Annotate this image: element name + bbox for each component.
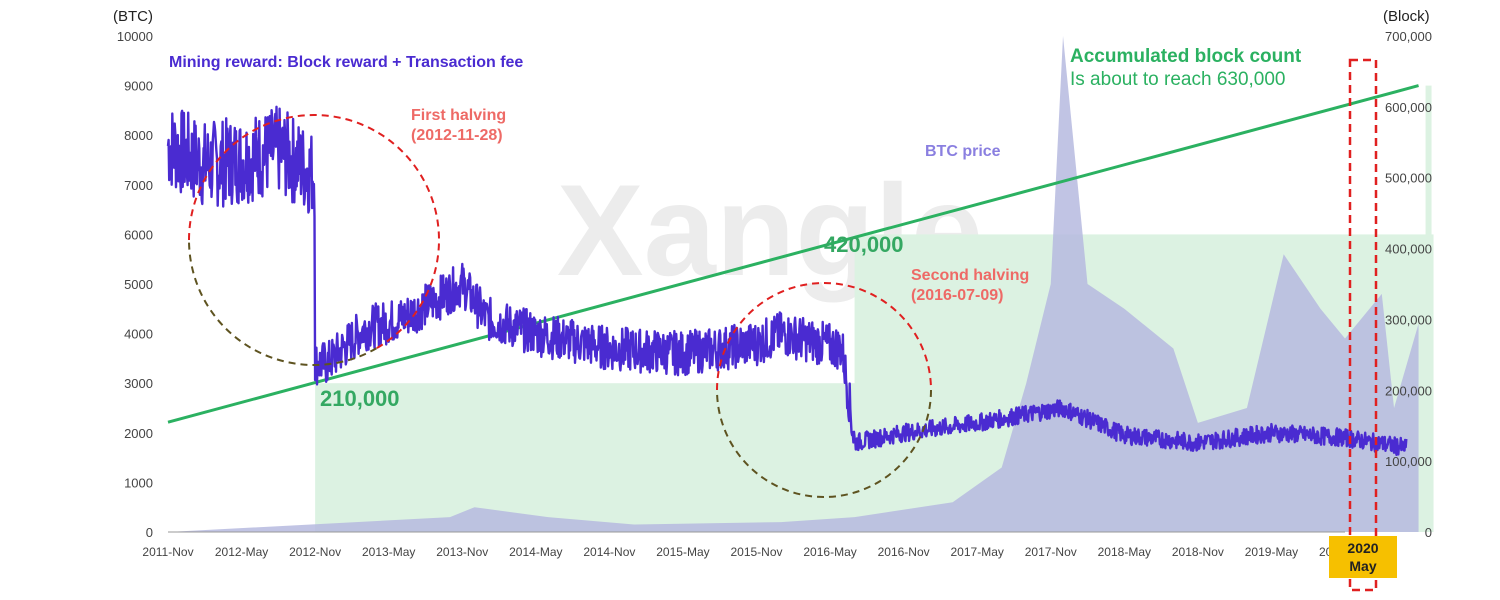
block-level-region <box>315 383 870 532</box>
block-level-region <box>1425 85 1432 532</box>
block-210000-label: 210,000 <box>320 386 400 411</box>
left-tick-label: 9000 <box>124 79 153 94</box>
first-halving-label: First halving <box>411 107 506 124</box>
x-tick-label: 2013-Nov <box>436 545 488 559</box>
left-tick-label: 8000 <box>124 128 153 143</box>
btc-price-label: BTC price <box>925 143 1001 160</box>
left-tick-label: 3000 <box>124 376 153 391</box>
may-year-label: 2020 <box>1347 540 1378 556</box>
block-420000-label: 420,000 <box>824 232 904 257</box>
left-tick-label: 0 <box>146 525 153 540</box>
x-tick-label: 2011-Nov <box>142 545 193 559</box>
x-tick-label: 2018-Nov <box>1172 545 1224 559</box>
left-tick-label: 5000 <box>124 277 153 292</box>
x-tick-label: 2017-May <box>951 545 1004 559</box>
x-axis-ticks: 2011-Nov 2012-May 2012-Nov 2013-May 2013-Nov… <box>142 545 1371 559</box>
btc-price-area <box>168 36 1419 532</box>
first-halving-date: (2012-11-28) <box>411 127 503 144</box>
x-tick-label: 2013-May <box>362 545 415 559</box>
x-tick-label: 2015-May <box>656 545 709 559</box>
mining-reward-line <box>166 105 1408 456</box>
x-tick-label: 2014-Nov <box>583 545 635 559</box>
right-axis-unit: (Block) <box>1383 8 1430 25</box>
first-halving-circle <box>188 114 440 366</box>
x-tick-label: 2014-May <box>509 545 562 559</box>
left-axis-unit: (BTC) <box>113 8 153 25</box>
left-axis-ticks: 0 1000 2000 3000 4000 5000 6000 7000 8000 9000 100… <box>117 29 153 540</box>
left-tick-label: 6000 <box>124 227 153 242</box>
left-tick-label: 1000 <box>124 475 153 490</box>
right-tick-label: 0 <box>1425 525 1432 540</box>
right-tick-label: 500,000 <box>1385 171 1432 186</box>
right-tick-label: 600,000 <box>1385 100 1432 115</box>
accumulated-block-line <box>167 84 1419 424</box>
2020-may-label-box <box>1329 536 1397 578</box>
left-tick-label: 2000 <box>124 426 153 441</box>
second-halving-circle <box>716 282 932 498</box>
x-tick-label: 2015-Nov <box>730 545 782 559</box>
x-tick-label: 2016-May <box>803 545 856 559</box>
x-tick-label: 2016-Nov <box>878 545 930 559</box>
right-tick-label: 300,000 <box>1385 312 1432 327</box>
2020-may-highlight-box <box>1348 58 1378 592</box>
may-month-label: May <box>1349 558 1376 574</box>
right-tick-label: 700,000 <box>1385 29 1432 44</box>
right-tick-label: 400,000 <box>1385 242 1432 257</box>
second-halving-label: Second halving <box>911 267 1029 284</box>
x-tick-label: 2018-May <box>1098 545 1151 559</box>
left-tick-label: 10000 <box>117 29 153 44</box>
x-tick-label: 2019-May <box>1245 545 1298 559</box>
x-tick-label: 2017-Nov <box>1025 545 1077 559</box>
right-tick-label: 100,000 <box>1385 454 1432 469</box>
x-tick-label: 2012-May <box>215 545 268 559</box>
second-halving-date: (2016-07-09) <box>911 287 1004 304</box>
right-axis-ticks: 0 100,000 200,000 300,000 400,000 500,000 600,… <box>1385 29 1432 540</box>
left-tick-label: 7000 <box>124 178 153 193</box>
accumulated-block-title: Accumulated block count <box>1070 46 1302 67</box>
x-tick-label: 2012-Nov <box>289 545 341 559</box>
mining-reward-label: Mining reward: Block reward + Transactio… <box>169 54 523 71</box>
left-tick-label: 4000 <box>124 327 153 342</box>
accumulated-block-subtitle: Is about to reach 630,000 <box>1070 69 1286 90</box>
right-tick-label: 200,000 <box>1385 383 1432 398</box>
